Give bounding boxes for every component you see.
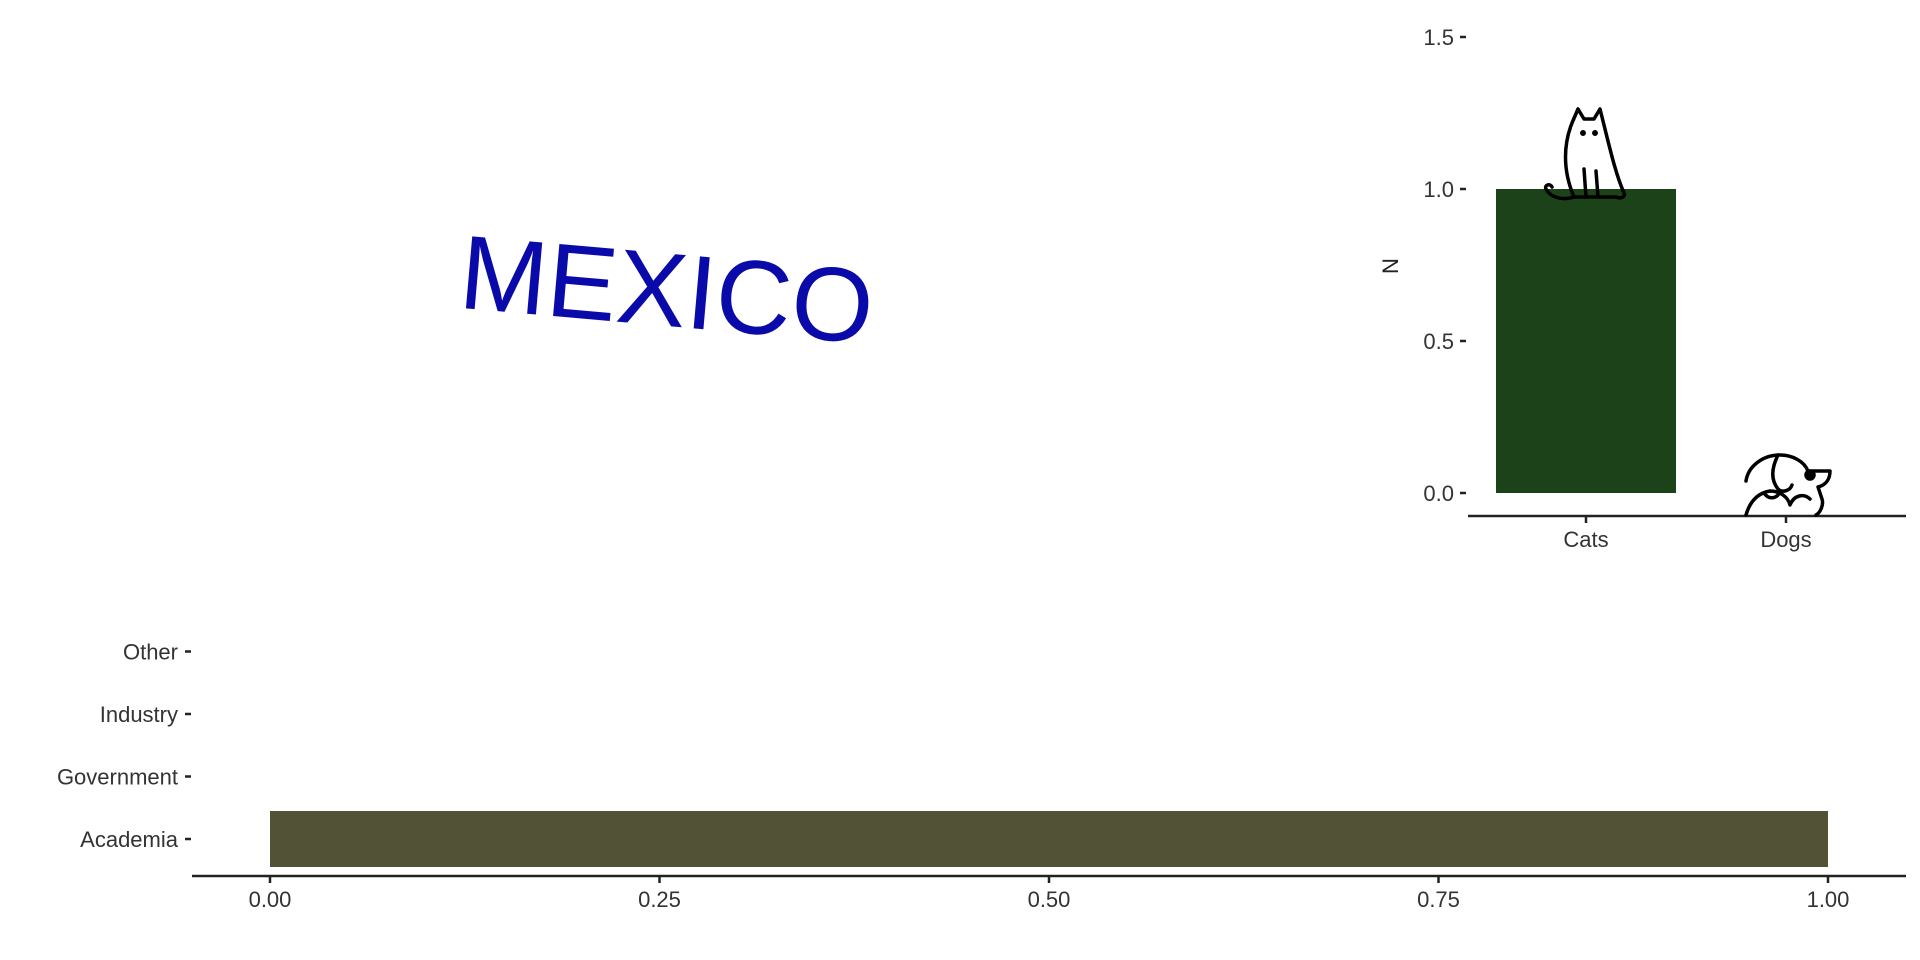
dog-body bbox=[1744, 489, 1812, 517]
sector-y-tick-label: Government bbox=[57, 765, 178, 790]
sector-y-tick-label: Academia bbox=[80, 827, 179, 852]
cat-legs bbox=[1572, 167, 1618, 199]
pets-x-tick-label: Dogs bbox=[1760, 527, 1811, 552]
cat-tail bbox=[1543, 183, 1576, 201]
sector-x-tick-label: 0.25 bbox=[638, 887, 681, 912]
dog-head-outline bbox=[1744, 453, 1832, 517]
sector-x-tick-label: 0.50 bbox=[1028, 887, 1071, 912]
cat-body-outline bbox=[1563, 107, 1627, 200]
pets-y-axis-label: N bbox=[1378, 258, 1403, 274]
sector-chart-layer: Academia Government Industry Other 0.00 0.25 0… bbox=[57, 640, 1906, 912]
pets-x-tick-label: Cats bbox=[1563, 527, 1608, 552]
pets-y-tick-label: 1.5 bbox=[1423, 25, 1454, 50]
sector-y-tick-label: Industry bbox=[100, 702, 178, 727]
dog-collar bbox=[1762, 491, 1780, 500]
sector-bar bbox=[270, 811, 1828, 867]
pets-y-tick-label: 0.5 bbox=[1423, 329, 1454, 354]
sector-y-tick-label: Other bbox=[123, 640, 178, 665]
pets-y-tick-label: 1.0 bbox=[1423, 177, 1454, 202]
cat-icon bbox=[1543, 107, 1627, 201]
pets-chart-layer: 0.0 0.5 1.0 1.5 Cats Dogs bbox=[1423, 25, 1906, 552]
cat-eye bbox=[1580, 130, 1586, 136]
sector-x-tick-label: 0.00 bbox=[249, 887, 292, 912]
dog-eye bbox=[1804, 469, 1816, 481]
pets-bar bbox=[1496, 189, 1676, 493]
sector-x-tick-label: 0.75 bbox=[1417, 887, 1460, 912]
cat-eye bbox=[1592, 130, 1598, 136]
dog-ear bbox=[1771, 453, 1794, 493]
pets-y-tick-label: 0.0 bbox=[1423, 481, 1454, 506]
dog-icon bbox=[1744, 453, 1832, 517]
sector-x-tick-label: 1.00 bbox=[1807, 887, 1850, 912]
